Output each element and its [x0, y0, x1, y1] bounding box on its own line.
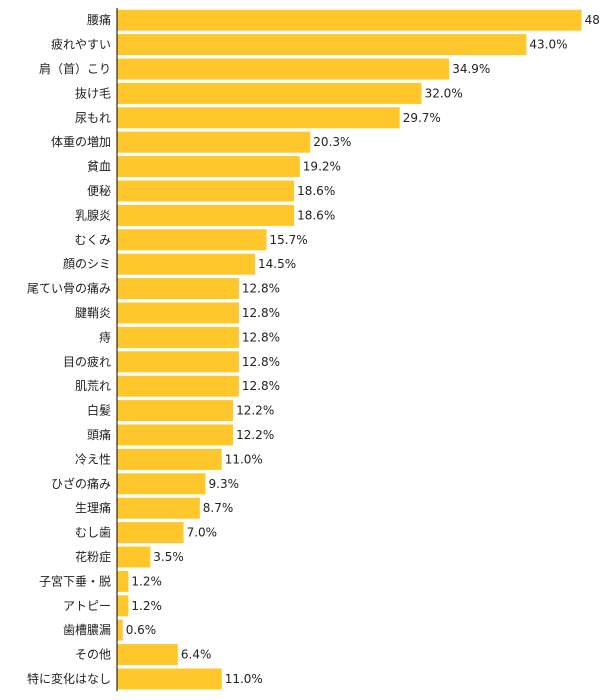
bar [117, 204, 295, 226]
category-label: アトピー [63, 599, 111, 613]
category-label: 貧血 [87, 160, 111, 174]
category-label: 尾てい骨の痛み [27, 281, 111, 296]
value-label: 0.6% [126, 623, 157, 637]
value-label: 12.8% [242, 282, 280, 296]
value-label: 18.6% [297, 184, 335, 198]
category-label: 冷え性 [75, 452, 111, 466]
category-label: 抜け毛 [75, 86, 111, 100]
bar [117, 473, 206, 495]
bar [117, 570, 129, 592]
bar [117, 278, 239, 300]
value-label: 18.6% [297, 208, 335, 222]
category-label: 便秘 [87, 184, 111, 198]
category-label: 腰痛 [87, 12, 111, 27]
value-label: 43.0% [529, 38, 567, 52]
value-label: 34.9% [452, 62, 490, 76]
bar [117, 302, 239, 324]
category-label: 頭痛 [87, 427, 111, 442]
value-labels-group: 48.8% 43.0% 34.9% 32.0% 29.7% 20.3% 19.2% 18.6%… [126, 13, 600, 686]
value-label: 32.0% [425, 86, 463, 100]
bar [117, 34, 527, 56]
value-label: 12.8% [242, 330, 280, 344]
bar [117, 644, 178, 666]
category-label: 肩（首）こり [39, 61, 111, 76]
value-label: 1.2% [131, 599, 162, 613]
category-label: 花粉症 [75, 549, 111, 564]
category-label: 肌荒れ [75, 379, 111, 393]
value-label: 29.7% [403, 111, 441, 125]
value-label: 8.7% [203, 501, 234, 515]
bar [117, 497, 200, 519]
value-label: 19.2% [303, 160, 341, 174]
value-label: 11.0% [225, 672, 263, 686]
category-labels-group: 腰痛疲れやすい肩（首）こり抜け毛尿もれ体重の増加貧血便秘乳腺炎むくみ顔のシミ尾て… [27, 12, 111, 686]
bar [117, 375, 239, 397]
bars-group [117, 9, 582, 690]
value-label: 12.8% [242, 306, 280, 320]
category-label: むくみ [75, 233, 111, 247]
category-label: 腱鞘炎 [75, 306, 111, 320]
category-label: 目の疲れ [63, 354, 111, 369]
value-label: 14.5% [258, 257, 296, 271]
category-label: 体重の増加 [51, 135, 111, 149]
value-label: 12.2% [236, 428, 274, 442]
value-label: 20.3% [313, 135, 351, 149]
value-label: 7.0% [187, 526, 218, 540]
bar [117, 82, 422, 104]
category-label: 特に変化はなし [27, 671, 111, 686]
bar [117, 253, 255, 275]
bar [117, 9, 582, 31]
value-label: 3.5% [153, 550, 184, 564]
category-label: むし歯 [75, 526, 111, 540]
bar [117, 448, 222, 470]
category-label: ひざの痛み [51, 476, 111, 491]
bar [117, 424, 234, 446]
bar [117, 351, 239, 373]
bar [117, 156, 300, 178]
bar [117, 229, 267, 251]
category-label: 白髪 [87, 403, 111, 418]
value-label: 12.8% [242, 379, 280, 393]
bar [117, 58, 450, 80]
category-label: 顔のシミ [63, 256, 111, 271]
value-label: 9.3% [209, 477, 240, 491]
category-label: 歯槽膿漏 [63, 623, 111, 637]
category-label: その他 [75, 648, 111, 662]
bar [117, 522, 184, 544]
bar [117, 595, 129, 617]
category-label: 痔 [99, 329, 111, 344]
category-label: 生理痛 [75, 500, 111, 515]
bar [117, 668, 222, 690]
bar [117, 131, 311, 153]
value-label: 12.2% [236, 404, 274, 418]
value-label: 6.4% [181, 648, 212, 662]
value-label: 48.8% [585, 13, 600, 27]
category-label: 尿もれ [75, 111, 111, 125]
bar [117, 180, 295, 202]
category-label: 疲れやすい [51, 37, 111, 52]
bar [117, 400, 234, 422]
bar [117, 326, 239, 348]
value-label: 11.0% [225, 452, 263, 466]
value-label: 12.8% [242, 355, 280, 369]
bar [117, 546, 151, 568]
bar [117, 107, 400, 129]
value-label: 15.7% [270, 233, 308, 247]
value-label: 1.2% [131, 574, 162, 588]
bar [117, 619, 123, 641]
category-label: 乳腺炎 [75, 208, 111, 222]
category-label: 子宮下垂・脱 [39, 573, 111, 588]
